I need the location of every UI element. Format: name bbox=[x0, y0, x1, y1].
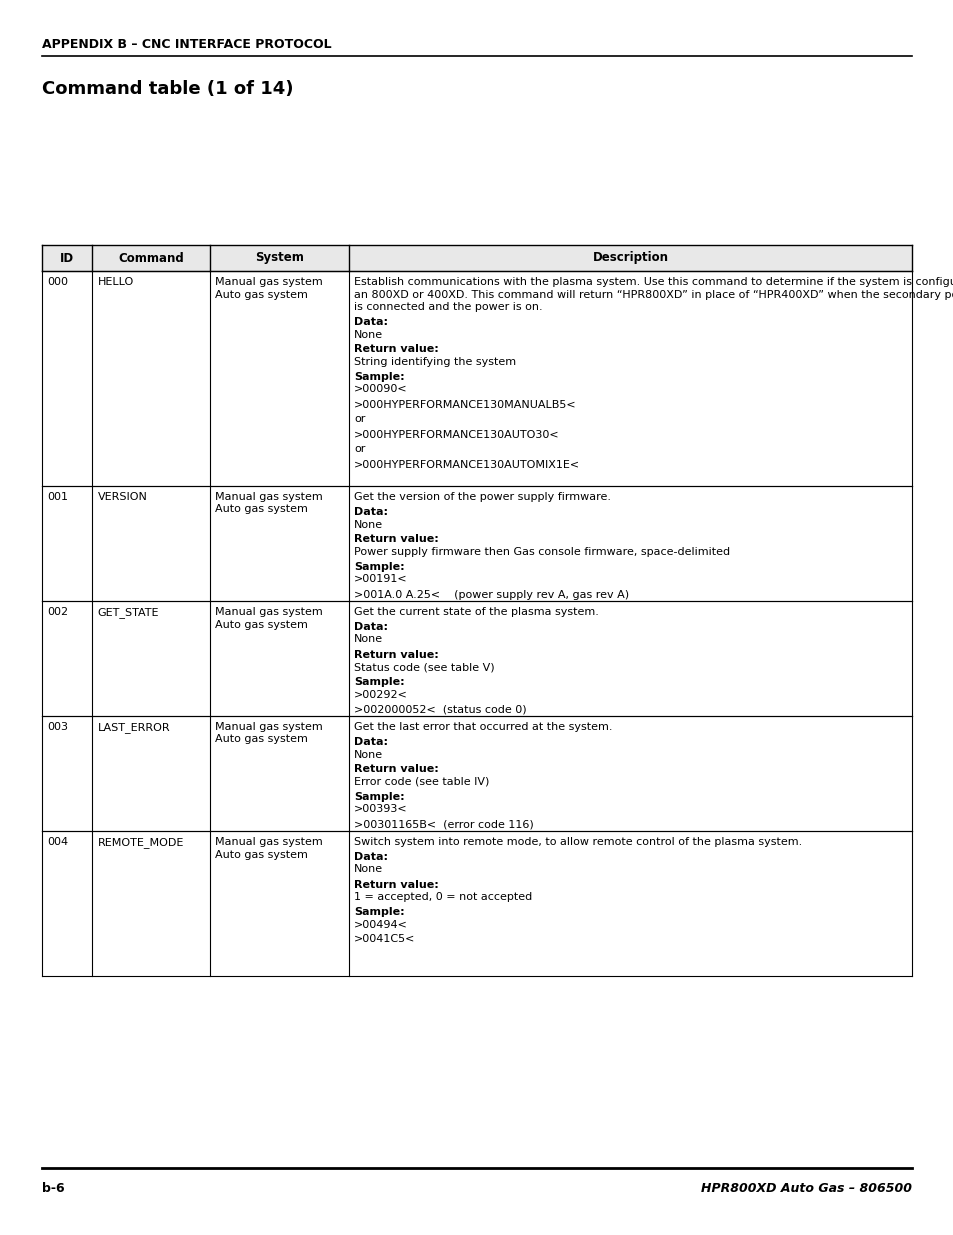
Text: 001: 001 bbox=[47, 492, 68, 501]
Text: Get the current state of the plasma system.: Get the current state of the plasma syst… bbox=[354, 606, 598, 618]
Text: REMOTE_MODE: REMOTE_MODE bbox=[97, 837, 184, 848]
Bar bbox=[42, 245, 911, 270]
Text: GET_STATE: GET_STATE bbox=[97, 606, 159, 618]
Text: 004: 004 bbox=[47, 837, 68, 847]
Text: Error code (see table IV): Error code (see table IV) bbox=[354, 777, 489, 787]
Text: >00393<: >00393< bbox=[354, 804, 407, 815]
Text: Sample:: Sample: bbox=[354, 677, 404, 687]
Text: ID: ID bbox=[60, 252, 74, 264]
Text: LAST_ERROR: LAST_ERROR bbox=[97, 722, 170, 732]
Text: Status code (see table V): Status code (see table V) bbox=[354, 662, 495, 672]
Text: Get the version of the power supply firmware.: Get the version of the power supply firm… bbox=[354, 492, 611, 501]
Text: Auto gas system: Auto gas system bbox=[214, 850, 308, 860]
Text: Data:: Data: bbox=[354, 508, 388, 517]
Text: Manual gas system: Manual gas system bbox=[214, 837, 322, 847]
Text: Sample:: Sample: bbox=[354, 562, 404, 572]
Text: VERSION: VERSION bbox=[97, 492, 147, 501]
Text: Power supply firmware then Gas console firmware, space-delimited: Power supply firmware then Gas console f… bbox=[354, 547, 729, 557]
Text: APPENDIX B – CNC INTERFACE PROTOCOL: APPENDIX B – CNC INTERFACE PROTOCOL bbox=[42, 38, 332, 51]
Text: Manual gas system: Manual gas system bbox=[214, 277, 322, 287]
Text: Return value:: Return value: bbox=[354, 764, 438, 774]
Text: Auto gas system: Auto gas system bbox=[214, 289, 308, 300]
Text: None: None bbox=[354, 750, 383, 760]
Text: an 800XD or 400XD. This command will return “HPR800XD” in place of “HPR400XD” wh: an 800XD or 400XD. This command will ret… bbox=[354, 289, 953, 300]
Text: >001A.0 A.25<    (power supply rev A, gas rev A): >001A.0 A.25< (power supply rev A, gas r… bbox=[354, 589, 629, 599]
Text: Command: Command bbox=[118, 252, 184, 264]
Text: Manual gas system: Manual gas system bbox=[214, 606, 322, 618]
Text: Manual gas system: Manual gas system bbox=[214, 492, 322, 501]
Text: System: System bbox=[254, 252, 304, 264]
Text: Sample:: Sample: bbox=[354, 372, 404, 382]
Text: >00191<: >00191< bbox=[354, 574, 407, 584]
Text: Data:: Data: bbox=[354, 852, 388, 862]
Text: Data:: Data: bbox=[354, 622, 388, 632]
Text: >000HYPERFORMANCE130AUTOMIX1E<: >000HYPERFORMANCE130AUTOMIX1E< bbox=[354, 459, 579, 469]
Text: Auto gas system: Auto gas system bbox=[214, 735, 308, 745]
Text: Return value:: Return value: bbox=[354, 650, 438, 659]
Text: >000HYPERFORMANCE130AUTO30<: >000HYPERFORMANCE130AUTO30< bbox=[354, 430, 559, 440]
Text: None: None bbox=[354, 520, 383, 530]
Text: None: None bbox=[354, 635, 383, 645]
Text: Auto gas system: Auto gas system bbox=[214, 620, 308, 630]
Text: Manual gas system: Manual gas system bbox=[214, 722, 322, 732]
Text: Return value:: Return value: bbox=[354, 345, 438, 354]
Text: HELLO: HELLO bbox=[97, 277, 133, 287]
Text: Sample:: Sample: bbox=[354, 792, 404, 802]
Text: Data:: Data: bbox=[354, 737, 388, 747]
Text: Auto gas system: Auto gas system bbox=[214, 505, 308, 515]
Text: 003: 003 bbox=[47, 722, 68, 732]
Text: or: or bbox=[354, 445, 365, 454]
Text: >00494<: >00494< bbox=[354, 920, 408, 930]
Text: >00292<: >00292< bbox=[354, 689, 408, 699]
Text: 002: 002 bbox=[47, 606, 68, 618]
Text: String identifying the system: String identifying the system bbox=[354, 357, 516, 367]
Text: Return value:: Return value: bbox=[354, 535, 438, 545]
Text: is connected and the power is on.: is connected and the power is on. bbox=[354, 303, 542, 312]
Text: HPR800XD Auto Gas – 806500: HPR800XD Auto Gas – 806500 bbox=[700, 1182, 911, 1195]
Text: Description: Description bbox=[592, 252, 668, 264]
Text: 1 = accepted, 0 = not accepted: 1 = accepted, 0 = not accepted bbox=[354, 892, 532, 902]
Text: or: or bbox=[354, 415, 365, 425]
Text: Return value:: Return value: bbox=[354, 879, 438, 889]
Text: Command table (1 of 14): Command table (1 of 14) bbox=[42, 80, 294, 98]
Text: >00090<: >00090< bbox=[354, 384, 407, 394]
Text: Establish communications with the plasma system. Use this command to determine i: Establish communications with the plasma… bbox=[354, 277, 953, 287]
Text: >00301165B<  (error code 116): >00301165B< (error code 116) bbox=[354, 820, 534, 830]
Text: >0041C5<: >0041C5< bbox=[354, 935, 416, 945]
Text: Sample:: Sample: bbox=[354, 906, 404, 918]
Text: Switch system into remote mode, to allow remote control of the plasma system.: Switch system into remote mode, to allow… bbox=[354, 837, 801, 847]
Text: Data:: Data: bbox=[354, 317, 388, 327]
Text: Get the last error that occurred at the system.: Get the last error that occurred at the … bbox=[354, 722, 612, 732]
Text: 000: 000 bbox=[47, 277, 68, 287]
Text: >002000052<  (status code 0): >002000052< (status code 0) bbox=[354, 704, 526, 715]
Text: >000HYPERFORMANCE130MANUALB5<: >000HYPERFORMANCE130MANUALB5< bbox=[354, 399, 577, 410]
Text: None: None bbox=[354, 330, 383, 340]
Text: None: None bbox=[354, 864, 383, 874]
Text: b-6: b-6 bbox=[42, 1182, 65, 1195]
